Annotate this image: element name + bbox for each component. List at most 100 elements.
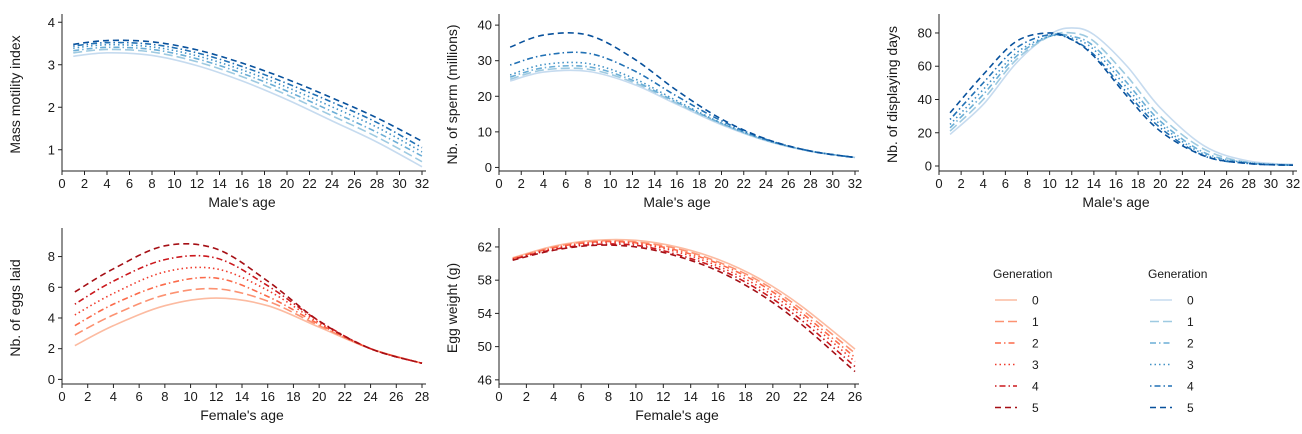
series-line-gen-1 bbox=[74, 287, 423, 365]
y-tick-label: 50 bbox=[478, 339, 492, 354]
y-tick-label: 0 bbox=[485, 160, 492, 175]
x-tick-label: 4 bbox=[550, 389, 557, 404]
x-tick-label: 6 bbox=[1002, 176, 1009, 191]
x-tick-label: 18 bbox=[692, 176, 706, 191]
x-tick-label: 28 bbox=[803, 176, 817, 191]
x-tick-label: 2 bbox=[81, 176, 88, 191]
legend-label: 2 bbox=[1187, 337, 1194, 351]
x-tick-label: 18 bbox=[286, 389, 300, 404]
legend-label: 0 bbox=[1032, 294, 1039, 308]
x-tick-label: 6 bbox=[562, 176, 569, 191]
y-tick-label: 10 bbox=[478, 124, 492, 139]
series-line-gen-5 bbox=[73, 39, 423, 142]
x-tick-label: 20 bbox=[280, 176, 294, 191]
x-tick-label: 12 bbox=[656, 389, 670, 404]
x-tick-label: 24 bbox=[363, 389, 377, 404]
series-line-gen-1 bbox=[509, 67, 856, 159]
series-line-gen-5 bbox=[74, 242, 423, 365]
x-axis-title: Male's age bbox=[643, 194, 710, 210]
series-line-gen-1 bbox=[73, 48, 423, 163]
x-tick-label: 4 bbox=[110, 389, 117, 404]
x-tick-label: 14 bbox=[1087, 176, 1101, 191]
y-tick-label: 8 bbox=[48, 249, 55, 264]
x-tick-label: 24 bbox=[820, 389, 834, 404]
y-tick-label: 40 bbox=[478, 18, 492, 33]
x-tick-label: 10 bbox=[629, 389, 643, 404]
x-tick-label: 2 bbox=[958, 176, 965, 191]
x-axis-title: Male's age bbox=[208, 194, 275, 210]
x-tick-label: 14 bbox=[648, 176, 662, 191]
x-tick-label: 0 bbox=[495, 176, 502, 191]
x-tick-label: 4 bbox=[103, 176, 110, 191]
x-tick-label: 30 bbox=[1264, 176, 1278, 191]
series-line-gen-0 bbox=[512, 238, 856, 350]
y-tick-label: 30 bbox=[478, 53, 492, 68]
x-tick-label: 20 bbox=[312, 389, 326, 404]
series-line-gen-5 bbox=[509, 32, 856, 159]
series-line-gen-4 bbox=[512, 243, 856, 368]
chart-panel-3: 0 2 4 6 8 10 12 14 16 18 20 22 24 26 28 30 32020406080Ma… bbox=[884, 14, 1300, 210]
legend-label: 1 bbox=[1032, 315, 1039, 329]
legend-label: 4 bbox=[1187, 380, 1194, 394]
chart-panel-2: 0 2 4 6 8 10 12 14 16 18 20 22 24 26 28 30 32010203040Ma… bbox=[444, 14, 862, 210]
y-axis-title: Mass motility index bbox=[7, 35, 23, 153]
x-axis-title: Female's age bbox=[200, 407, 284, 423]
chart-panel-5: 0 2 4 6 8 10 12 14 16 18 20 22 24 264650545862Female'… bbox=[444, 228, 862, 423]
x-tick-label: 0 bbox=[58, 389, 65, 404]
x-tick-label: 0 bbox=[495, 389, 502, 404]
x-tick-label: 32 bbox=[1286, 176, 1300, 191]
x-tick-label: 10 bbox=[183, 389, 197, 404]
x-tick-label: 12 bbox=[1065, 176, 1079, 191]
x-tick-label: 24 bbox=[759, 176, 773, 191]
x-tick-label: 22 bbox=[302, 176, 316, 191]
series-line-gen-4 bbox=[73, 41, 423, 149]
series-line-gen-4 bbox=[949, 33, 1294, 166]
x-tick-label: 4 bbox=[980, 176, 987, 191]
x-tick-label: 16 bbox=[235, 176, 249, 191]
series-line-gen-2 bbox=[73, 46, 423, 157]
x-tick-label: 28 bbox=[370, 176, 384, 191]
x-tick-label: 24 bbox=[325, 176, 339, 191]
y-tick-label: 3 bbox=[48, 57, 55, 72]
x-tick-label: 18 bbox=[257, 176, 271, 191]
x-tick-label: 28 bbox=[415, 389, 429, 404]
x-tick-label: 32 bbox=[415, 176, 429, 191]
y-tick-label: 40 bbox=[918, 92, 932, 107]
series-line-gen-0 bbox=[74, 297, 423, 365]
x-axis-title: Female's age bbox=[635, 407, 719, 423]
x-tick-label: 6 bbox=[126, 176, 133, 191]
series-line-gen-4 bbox=[74, 254, 423, 365]
x-tick-label: 20 bbox=[766, 389, 780, 404]
series-line-gen-3 bbox=[73, 43, 423, 153]
x-axis-title: Male's age bbox=[1082, 194, 1149, 210]
y-tick-label: 20 bbox=[918, 125, 932, 140]
x-tick-label: 16 bbox=[670, 176, 684, 191]
x-tick-label: 8 bbox=[148, 176, 155, 191]
series-line-gen-2 bbox=[509, 64, 856, 159]
x-tick-label: 16 bbox=[711, 389, 725, 404]
series-line-gen-3 bbox=[949, 34, 1294, 166]
x-tick-label: 24 bbox=[1197, 176, 1211, 191]
y-tick-label: 0 bbox=[48, 372, 55, 387]
series-line-gen-1 bbox=[512, 239, 856, 354]
x-tick-label: 30 bbox=[826, 176, 840, 191]
legend-blue: Generation 0 1 2 3 4 5 bbox=[1148, 267, 1207, 415]
legend-label: 5 bbox=[1187, 401, 1194, 415]
y-tick-label: 80 bbox=[918, 25, 932, 40]
x-tick-label: 16 bbox=[260, 389, 274, 404]
series-line-gen-2 bbox=[512, 240, 856, 359]
x-tick-label: 6 bbox=[136, 389, 143, 404]
y-tick-label: 2 bbox=[48, 100, 55, 115]
x-tick-label: 22 bbox=[793, 389, 807, 404]
y-tick-label: 6 bbox=[48, 280, 55, 295]
x-tick-label: 20 bbox=[1153, 176, 1167, 191]
x-tick-label: 8 bbox=[161, 389, 168, 404]
x-tick-label: 2 bbox=[84, 389, 91, 404]
series-line-gen-3 bbox=[512, 241, 856, 363]
series-line-gen-3 bbox=[509, 61, 856, 159]
legend-label: 4 bbox=[1032, 380, 1039, 394]
x-tick-label: 14 bbox=[235, 389, 249, 404]
x-tick-label: 6 bbox=[578, 389, 585, 404]
x-tick-label: 26 bbox=[848, 389, 862, 404]
